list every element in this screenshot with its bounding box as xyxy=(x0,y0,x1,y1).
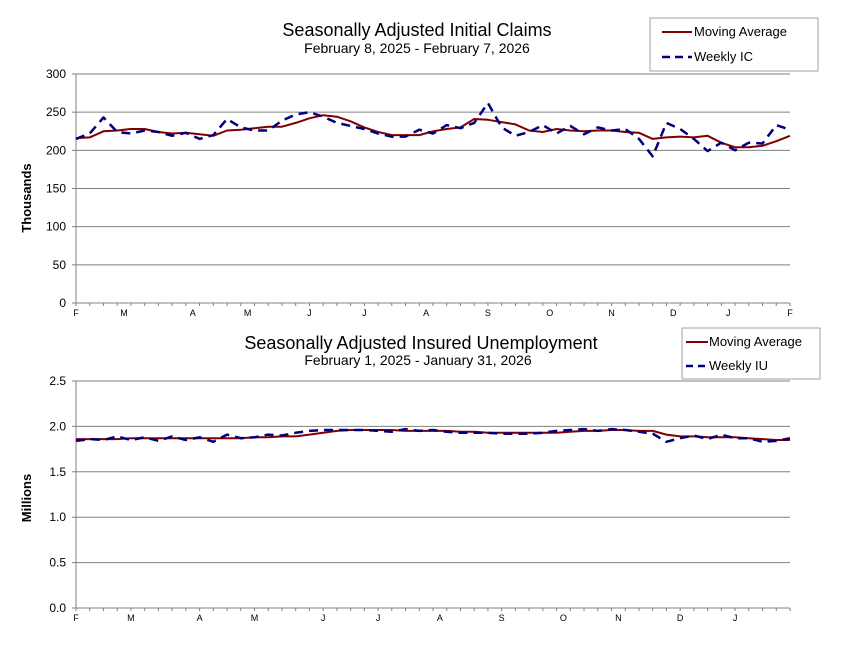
x-tick-label: A xyxy=(423,308,429,318)
x-tick-label: J xyxy=(362,308,367,318)
plot-area: 0.0 0.5 1.0 1.5 2.0 2.5 F M A M J J A S O N D J xyxy=(49,374,791,623)
x-tick-label: M xyxy=(244,308,252,318)
insured-unemployment-chart: Seasonally Adjusted Insured Unemployment… xyxy=(19,327,821,623)
x-tick-label: J xyxy=(726,308,731,318)
x-tick-label: D xyxy=(677,613,684,623)
x-tick-label: M xyxy=(127,613,135,623)
x-tick-label: M xyxy=(120,308,128,318)
chart-title: Seasonally Adjusted Insured Unemployment xyxy=(244,333,597,353)
x-tick-label: S xyxy=(499,613,505,623)
x-tick-label: J xyxy=(733,613,738,623)
y-tick-label: 200 xyxy=(46,143,66,157)
legend-weekly-label: Weekly IC xyxy=(694,49,753,64)
y-tick-label: 300 xyxy=(46,67,66,81)
chart-subtitle: February 1, 2025 - January 31, 2026 xyxy=(304,352,531,368)
x-tick-label: J xyxy=(376,613,381,623)
y-tick-label: 1.0 xyxy=(49,510,66,524)
y-axis-label: Thousands xyxy=(19,163,34,232)
y-tick-label: 100 xyxy=(46,220,66,234)
legend-weekly-label: Weekly IU xyxy=(709,358,768,373)
chart-title: Seasonally Adjusted Initial Claims xyxy=(282,20,551,40)
x-tick-label: O xyxy=(560,613,567,623)
legend-moving-average-label: Moving Average xyxy=(694,24,787,39)
x-tick-label: N xyxy=(615,613,622,623)
x-tick-label: M xyxy=(251,613,259,623)
y-tick-label: 150 xyxy=(46,182,66,196)
y-tick-label: 250 xyxy=(46,105,66,119)
x-tick-label: A xyxy=(190,308,196,318)
plot-area: 0 50 100 150 200 250 300 F M A M J J A S O N D J F xyxy=(46,67,793,318)
y-tick-label: 2.0 xyxy=(49,419,66,433)
y-tick-label: 0 xyxy=(59,296,66,310)
series-line-moving-average xyxy=(75,114,791,149)
y-tick-label: 0.0 xyxy=(49,601,66,615)
x-tick-label: S xyxy=(485,308,491,318)
y-tick-label: 1.5 xyxy=(49,465,66,479)
x-tick-label: F xyxy=(787,308,793,318)
series-line-weekly xyxy=(75,101,791,158)
x-tick-label: A xyxy=(437,613,443,623)
legend-moving-average-label: Moving Average xyxy=(709,334,802,349)
y-tick-label: 2.5 xyxy=(49,374,66,388)
x-tick-label: O xyxy=(546,308,553,318)
x-tick-label: D xyxy=(670,308,677,318)
x-tick-label: J xyxy=(307,308,312,318)
legend: Moving Average Weekly IC xyxy=(649,17,819,72)
initial-claims-chart: Seasonally Adjusted Initial Claims Febru… xyxy=(19,17,819,318)
y-tick-label: 50 xyxy=(53,258,67,272)
y-axis-label: Millions xyxy=(19,474,34,522)
legend-box xyxy=(649,17,819,72)
x-tick-label: A xyxy=(197,613,203,623)
legend-box xyxy=(681,327,821,380)
x-tick-label: F xyxy=(73,308,79,318)
x-tick-label: J xyxy=(321,613,326,623)
x-tick-label: N xyxy=(608,308,615,318)
y-tick-label: 0.5 xyxy=(49,556,66,570)
x-tick-label: F xyxy=(73,613,79,623)
legend: Moving Average Weekly IU xyxy=(681,327,821,380)
series-line-weekly xyxy=(75,427,791,444)
chart-subtitle: February 8, 2025 - February 7, 2026 xyxy=(304,40,530,56)
